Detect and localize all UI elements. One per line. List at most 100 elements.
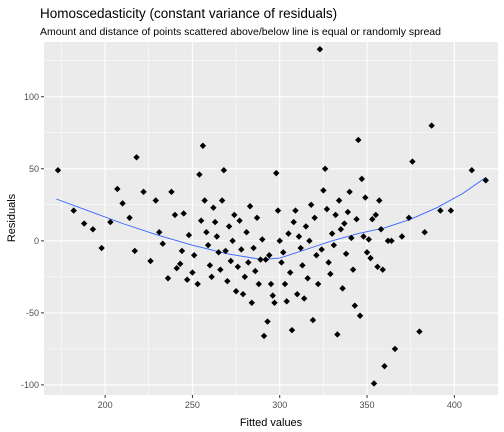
data-point [376, 197, 383, 204]
data-point [267, 280, 275, 288]
data-point [168, 188, 175, 196]
data-point [348, 234, 355, 242]
data-point [243, 228, 250, 236]
data-point [211, 218, 219, 226]
data-point [304, 275, 311, 282]
x-tick-label: 200 [98, 400, 113, 410]
data-point [236, 217, 243, 224]
data-point [114, 185, 121, 193]
data-point [405, 214, 413, 221]
data-point [140, 188, 147, 196]
data-point [307, 201, 315, 209]
data-point [185, 231, 193, 239]
data-point [285, 230, 292, 237]
data-point [218, 197, 226, 204]
data-point [370, 380, 378, 387]
data-point [178, 247, 186, 255]
data-point [220, 167, 228, 174]
data-point [264, 318, 271, 325]
data-point [201, 197, 208, 204]
data-point [428, 122, 435, 129]
data-point [335, 197, 343, 204]
data-point [290, 218, 297, 226]
x-tick-label: 400 [447, 400, 462, 410]
data-point [241, 273, 249, 281]
data-point [107, 218, 114, 226]
data-point [311, 214, 318, 221]
data-point [245, 259, 252, 266]
plot-panel [44, 42, 498, 395]
data-point [309, 316, 317, 324]
x-tick-label: 250 [185, 400, 200, 410]
data-point [358, 175, 365, 183]
data-point [295, 233, 303, 240]
data-point [302, 223, 310, 230]
data-point [287, 269, 294, 276]
data-point [54, 167, 62, 174]
data-point [80, 220, 88, 227]
data-point [300, 295, 308, 302]
data-point [299, 262, 306, 269]
data-point [213, 233, 221, 240]
y-tick-label: 100 [24, 92, 39, 102]
data-point [356, 312, 364, 319]
data-point [325, 259, 332, 266]
data-point [346, 188, 353, 196]
data-point [281, 280, 289, 288]
data-point [260, 332, 268, 340]
data-point [119, 200, 126, 207]
data-point [416, 328, 423, 335]
data-point [239, 290, 247, 298]
data-point [349, 266, 357, 273]
smooth-trend-line [56, 177, 487, 261]
data-point [360, 233, 367, 240]
data-point [278, 259, 285, 266]
data-point [273, 169, 280, 177]
data-point [377, 226, 385, 233]
data-point [89, 226, 97, 233]
data-point [293, 290, 301, 298]
data-point [323, 205, 331, 213]
data-point [159, 240, 166, 247]
data-point [173, 265, 180, 272]
data-point [183, 276, 191, 283]
data-point [196, 171, 203, 178]
data-point [334, 331, 341, 338]
data-point [190, 252, 198, 259]
data-point [215, 249, 222, 256]
data-point [292, 207, 299, 214]
chart-subtitle: Amount and distance of points scattered … [40, 26, 441, 38]
y-tick-label: -100 [21, 380, 39, 390]
chart-title: Homoscedasticity (constant variance of r… [40, 6, 337, 21]
data-point [217, 266, 224, 273]
x-tick-label: 300 [272, 400, 287, 410]
data-point [259, 236, 266, 243]
data-point [197, 217, 205, 224]
data-point [208, 273, 215, 281]
data-point [365, 236, 372, 243]
data-point [314, 280, 322, 288]
data-point [362, 194, 369, 201]
data-point [252, 267, 259, 275]
data-point [255, 280, 262, 288]
data-point [280, 249, 287, 256]
data-point [98, 244, 105, 252]
data-point [421, 228, 428, 236]
data-point [328, 230, 336, 237]
data-point [327, 270, 334, 278]
data-point [248, 299, 255, 306]
data-point [330, 241, 338, 249]
data-point [152, 197, 159, 204]
data-point [225, 223, 233, 230]
data-point [313, 252, 320, 259]
data-point [341, 220, 348, 227]
data-point [231, 211, 238, 219]
y-tick-label: -50 [26, 308, 39, 318]
data-point [318, 246, 325, 253]
data-point [189, 269, 196, 276]
data-point [238, 246, 245, 253]
y-axis-ticks: -100 -50 0 50 100 [21, 92, 44, 390]
data-point [332, 211, 339, 219]
data-point [468, 167, 476, 174]
